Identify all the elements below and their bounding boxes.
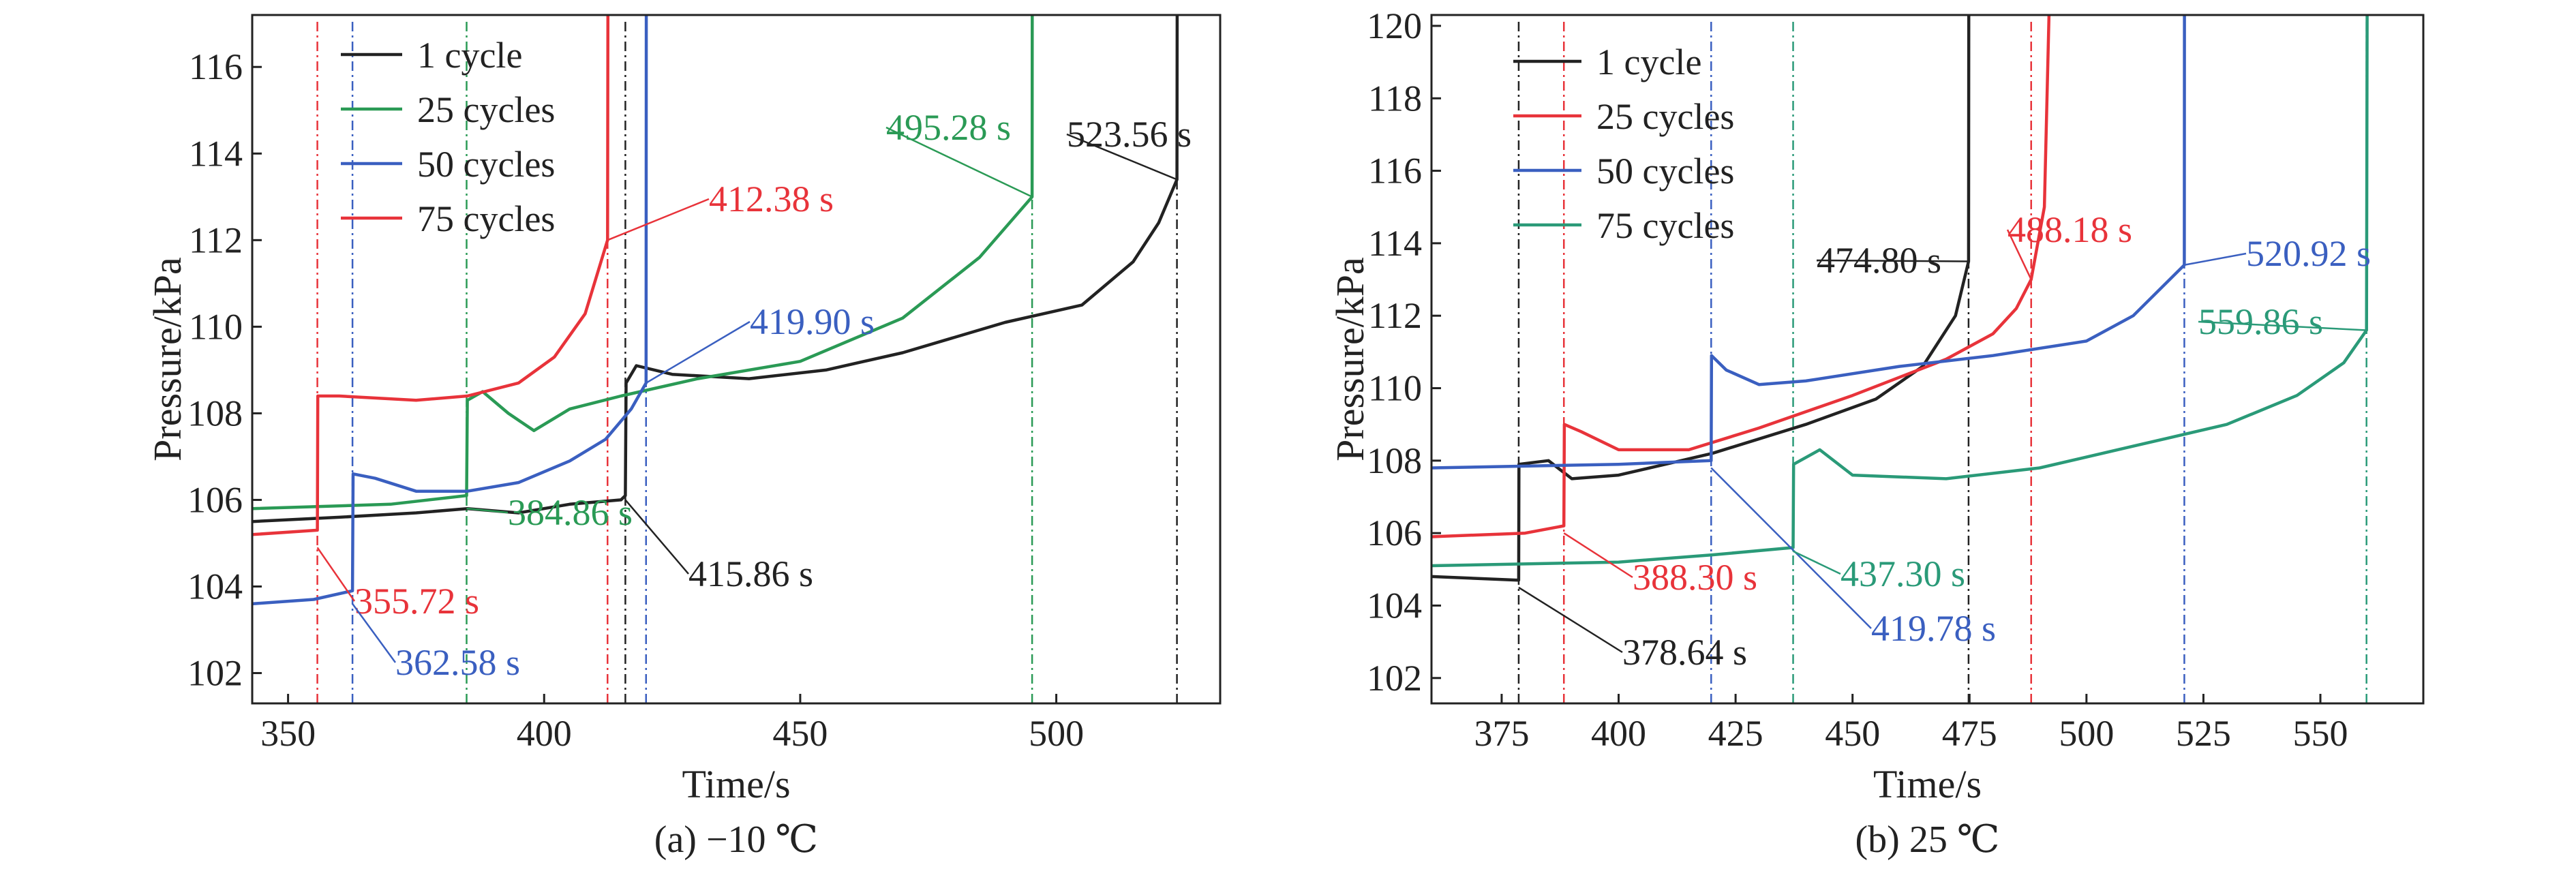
annotation-leader bbox=[1792, 550, 1841, 575]
annotation-leader bbox=[885, 126, 1033, 198]
annotation-label: 388.30 s bbox=[1633, 557, 1757, 598]
annotation-leader bbox=[624, 499, 689, 575]
x-tick-label: 550 bbox=[2293, 713, 2348, 754]
annotation-label: 412.38 s bbox=[709, 179, 834, 219]
annotation-label: 384.86 s bbox=[508, 492, 633, 533]
legend-label: 1 cycle bbox=[417, 35, 522, 76]
annotation-label: 559.86 s bbox=[2198, 301, 2323, 342]
x-tick-label: 400 bbox=[1591, 713, 1646, 754]
annotation-label: 523.56 s bbox=[1067, 114, 1192, 155]
annotation-label: 437.30 s bbox=[1840, 553, 1965, 594]
annotation-leader bbox=[1066, 133, 1178, 181]
chart-panel-2: 375 400 425 450 475 500 525 550 102 104 106 108 110 1… bbox=[1328, 5, 2425, 861]
y-tick-label: 108 bbox=[1367, 440, 1422, 481]
y-tick-label: 118 bbox=[1368, 78, 1422, 119]
annotation-label: 520.92 s bbox=[2246, 233, 2371, 274]
annotation-label: 419.90 s bbox=[750, 301, 875, 342]
y-tick-label: 116 bbox=[1368, 151, 1422, 192]
y-tick-label: 108 bbox=[187, 393, 243, 433]
annotation-leader bbox=[316, 547, 356, 602]
y-tick-label: 114 bbox=[1368, 223, 1422, 264]
annotation-label: 495.28 s bbox=[886, 107, 1011, 148]
y-tick-label: 114 bbox=[189, 133, 243, 174]
y-tick-label: 110 bbox=[1368, 368, 1422, 409]
x-tick-label: 400 bbox=[517, 713, 572, 754]
annotation-label: 355.72 s bbox=[354, 581, 479, 622]
annotation-leader bbox=[352, 603, 397, 663]
x-tick-label: 450 bbox=[1825, 713, 1880, 754]
y-tick-label: 110 bbox=[189, 306, 243, 347]
y-tick-label: 104 bbox=[1367, 585, 1422, 626]
x-tick-label: 500 bbox=[1029, 713, 1084, 754]
plot-frame bbox=[1430, 14, 2425, 705]
annotation-leader bbox=[1518, 586, 1623, 654]
y-axis-label: Pressure/kPa bbox=[1328, 257, 1372, 461]
annotation-label: 474.80 s bbox=[1817, 240, 1941, 281]
legend-label: 75 cycles bbox=[417, 198, 555, 239]
annotation-label: 419.78 s bbox=[1871, 608, 1996, 649]
annotation-leader bbox=[1816, 259, 1969, 262]
y-tick-label: 106 bbox=[187, 479, 243, 520]
y-tick-label: 106 bbox=[1367, 513, 1422, 553]
annotation-leader bbox=[2006, 229, 2032, 280]
legend-label: 1 cycle bbox=[1596, 42, 1701, 82]
plot-frame bbox=[251, 14, 1222, 705]
annotation-label: 415.86 s bbox=[688, 553, 813, 594]
y-tick-label: 102 bbox=[1367, 658, 1422, 699]
y-tick-label: 112 bbox=[1368, 295, 1422, 336]
y-tick-label: 112 bbox=[189, 219, 243, 260]
legend-label: 50 cycles bbox=[417, 144, 555, 185]
annotation-leader bbox=[466, 507, 509, 514]
series-line-4 bbox=[1431, 15, 2369, 568]
annotation-label: 488.18 s bbox=[2007, 209, 2132, 250]
y-tick-label: 104 bbox=[187, 566, 243, 607]
series-line-3 bbox=[252, 15, 648, 606]
panel-caption: (a) −10 ℃ bbox=[654, 819, 818, 861]
x-axis-label: Time/s bbox=[682, 762, 790, 806]
x-tick-label: 525 bbox=[2176, 713, 2231, 754]
y-tick-label: 116 bbox=[189, 46, 243, 87]
annotation-label: 378.64 s bbox=[1622, 632, 1747, 673]
x-tick-label: 450 bbox=[772, 713, 828, 754]
chart-panel-1: 350 400 450 500 102 104 106 108 110 112 114 116 Time… bbox=[145, 14, 1222, 861]
annotation-leader bbox=[2184, 252, 2247, 266]
legend-label: 25 cycles bbox=[417, 89, 555, 130]
x-tick-label: 500 bbox=[2059, 713, 2114, 754]
x-tick-label: 375 bbox=[1474, 713, 1529, 754]
annotation-leader bbox=[607, 198, 710, 241]
annotation-leader bbox=[2198, 320, 2367, 331]
y-tick-label: 120 bbox=[1367, 5, 1422, 46]
series-line-3 bbox=[1431, 15, 2186, 470]
annotation-leader bbox=[1563, 532, 1633, 579]
legend-label: 75 cycles bbox=[1596, 205, 1734, 246]
y-tick-label: 102 bbox=[187, 653, 243, 694]
annotation-leader bbox=[1710, 467, 1872, 629]
panel-caption: (b) 25 ℃ bbox=[1855, 819, 2000, 861]
y-axis-label: Pressure/kPa bbox=[145, 257, 190, 461]
x-tick-label: 475 bbox=[1942, 713, 1997, 754]
series-line-4 bbox=[252, 15, 610, 536]
series-line-2 bbox=[252, 15, 1034, 510]
annotation-leader bbox=[646, 320, 751, 384]
series-line-2 bbox=[1431, 15, 2051, 538]
x-tick-label: 350 bbox=[260, 713, 316, 754]
x-tick-label: 425 bbox=[1708, 713, 1763, 754]
series-line-1 bbox=[252, 15, 1179, 523]
annotation-label: 362.58 s bbox=[395, 642, 520, 683]
x-axis-label: Time/s bbox=[1873, 762, 1982, 806]
legend-label: 50 cycles bbox=[1596, 151, 1734, 192]
legend-label: 25 cycles bbox=[1596, 96, 1734, 137]
